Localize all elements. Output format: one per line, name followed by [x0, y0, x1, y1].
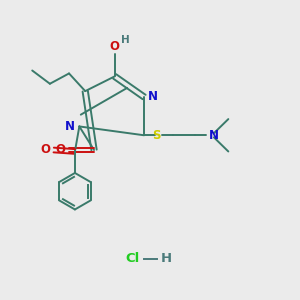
Text: Cl: Cl — [125, 252, 140, 266]
Text: N: N — [65, 120, 75, 133]
Text: N: N — [208, 129, 219, 142]
Text: S: S — [152, 129, 161, 142]
Text: O: O — [56, 143, 65, 157]
Text: H: H — [160, 252, 171, 266]
Text: O: O — [110, 40, 120, 53]
Text: N: N — [148, 91, 158, 103]
Text: O: O — [40, 143, 50, 157]
Text: H: H — [121, 35, 130, 45]
